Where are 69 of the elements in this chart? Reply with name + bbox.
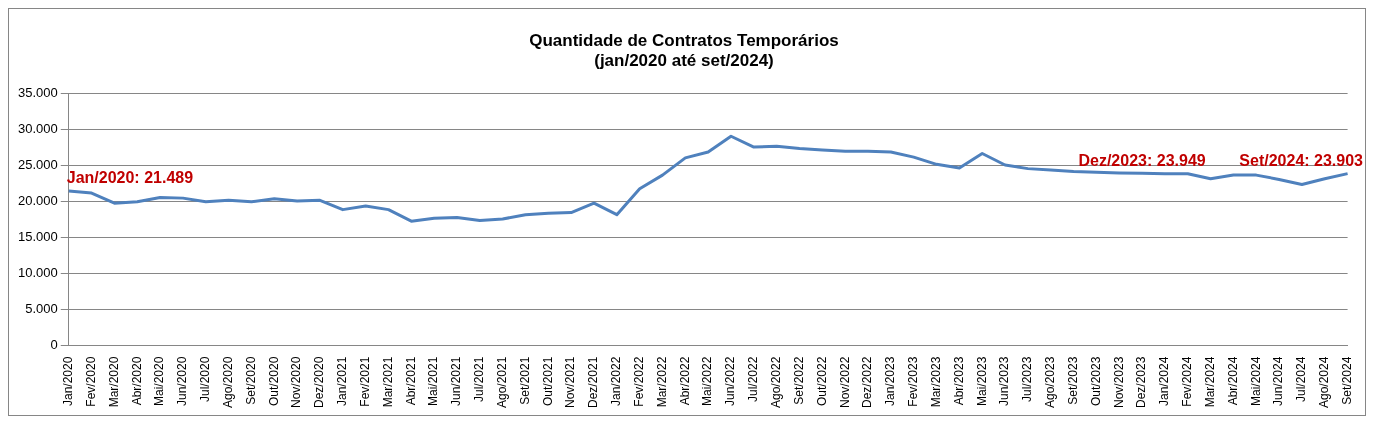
x-tick-label: Mai/2022 — [700, 356, 715, 406]
annotation: Jan/2020: 21.489 — [66, 169, 194, 187]
x-tick-label: Abr/2021 — [403, 356, 418, 406]
x-tick-label: Ago/2023 — [1043, 356, 1058, 409]
x-tick-label: Jan/2022 — [609, 356, 624, 407]
y-tick-label: 35.000 — [18, 85, 58, 101]
y-tick-label: 25.000 — [18, 157, 58, 173]
x-tick-label: Nov/2020 — [289, 356, 304, 408]
y-tick-label: 5.000 — [25, 301, 58, 317]
x-tick-label: Set/2020 — [243, 356, 258, 405]
x-tick-label: Mai/2023 — [974, 356, 989, 406]
x-tick-label: Out/2023 — [1088, 356, 1103, 406]
x-tick-label: Ago/2021 — [494, 356, 509, 409]
y-tick-label: 15.000 — [18, 229, 58, 245]
x-tick-label: Jul/2021 — [472, 356, 487, 402]
x-tick-label: Mar/2021 — [380, 356, 395, 408]
x-tick-label: Jul/2022 — [746, 356, 761, 402]
x-tick-label: Mai/2020 — [152, 356, 167, 406]
x-tick-label: Set/2021 — [517, 356, 532, 405]
x-tick-label: Jul/2020 — [198, 356, 213, 402]
x-tick-label: Abr/2022 — [677, 356, 692, 406]
chart-title: Quantidade de Contratos Temporários (jan/2020 até set/2024) — [529, 30, 839, 71]
x-tick-label: Fev/2020 — [83, 356, 98, 407]
x-tick-label: Ago/2024 — [1317, 356, 1332, 409]
x-tick-label: Dez/2020 — [312, 356, 327, 408]
x-tick-label: Jun/2021 — [449, 356, 464, 407]
x-tick-label: Mar/2020 — [106, 356, 121, 408]
x-tick-label: Jun/2022 — [723, 356, 738, 407]
x-tick-label: Fev/2023 — [906, 356, 921, 407]
x-tick-label: Ago/2022 — [769, 356, 783, 409]
x-tick-label: Jun/2024 — [1271, 356, 1286, 407]
x-tick-label: Dez/2023 — [1134, 356, 1149, 408]
x-tick-label: Set/2023 — [1065, 356, 1080, 405]
x-tick-label: Nov/2023 — [1111, 356, 1126, 408]
x-tick-label: Jul/2023 — [1020, 356, 1035, 402]
y-tick-label: 10.000 — [18, 265, 58, 281]
x-tick-label: Mai/2024 — [1248, 356, 1263, 406]
x-tick-label: Out/2022 — [814, 356, 829, 406]
x-tick-label: Fev/2022 — [631, 356, 646, 407]
x-tick-label: Mar/2022 — [654, 356, 669, 408]
x-tick-label: Nov/2022 — [837, 356, 852, 408]
x-tick-label: Jan/2020 — [61, 356, 76, 407]
x-tick-label: Mar/2023 — [928, 356, 943, 408]
x-tick-label: Out/2020 — [266, 356, 281, 406]
x-tick-label: Abr/2023 — [951, 356, 966, 406]
x-tick-label: Jul/2024 — [1294, 356, 1309, 402]
x-tick-label: Dez/2021 — [586, 356, 601, 408]
x-tick-label: Out/2021 — [540, 356, 555, 406]
x-tick-label: Nov/2021 — [563, 356, 578, 408]
annotation: Set/2024: 23.903 — [1239, 152, 1364, 170]
y-tick-label: 0 — [50, 337, 58, 353]
x-tick-label: Fev/2024 — [1180, 356, 1195, 407]
annotation: Dez/2023: 23.949 — [1078, 151, 1206, 169]
x-tick-label: Set/2022 — [791, 356, 806, 405]
x-tick-label: Abr/2024 — [1225, 356, 1240, 406]
x-tick-label: Jan/2021 — [335, 356, 350, 407]
x-tick-label: Dez/2022 — [860, 356, 875, 408]
y-tick-label: 30.000 — [18, 121, 58, 137]
x-tick-label: Abr/2020 — [129, 356, 144, 406]
x-tick-label: Jan/2023 — [883, 356, 898, 407]
x-tick-label: Mar/2024 — [1202, 356, 1217, 408]
x-tick-label: Jun/2020 — [175, 356, 190, 407]
x-tick-label: Ago/2020 — [220, 356, 235, 409]
x-tick-label: Mai/2021 — [426, 356, 441, 406]
y-tick-label: 20.000 — [18, 193, 58, 209]
x-tick-label: Fev/2021 — [357, 356, 372, 407]
x-tick-label: Set/2024 — [1339, 356, 1354, 405]
x-tick-label: Jun/2023 — [997, 356, 1012, 407]
x-tick-label: Jan/2024 — [1157, 356, 1172, 407]
